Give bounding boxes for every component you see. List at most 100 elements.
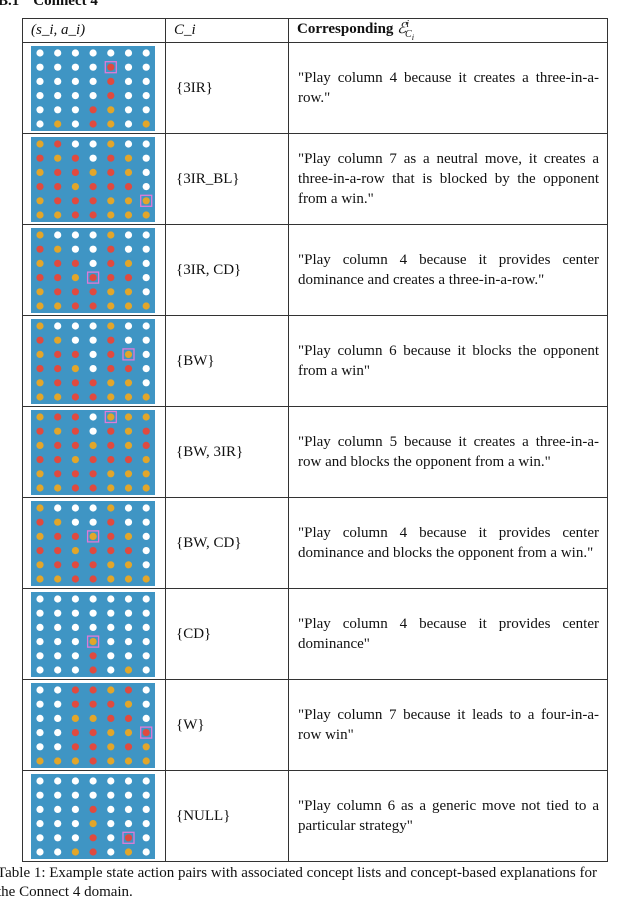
red-piece bbox=[89, 196, 97, 204]
red-piece bbox=[142, 441, 150, 449]
empty-slot bbox=[89, 364, 97, 372]
empty-slot bbox=[142, 685, 150, 694]
yellow-piece bbox=[107, 210, 115, 219]
empty-slot bbox=[54, 833, 62, 841]
concepts-cell: {3IR, CD} bbox=[165, 224, 289, 316]
red-piece bbox=[71, 196, 79, 204]
yellow-piece bbox=[107, 230, 115, 239]
explanation-cell: "Play column 4 because it provides cente… bbox=[288, 497, 608, 589]
empty-slot bbox=[71, 245, 79, 253]
yellow-piece bbox=[107, 685, 115, 694]
explanation-cell: "Play column 5 because it creates a thre… bbox=[288, 406, 608, 498]
empty-slot bbox=[142, 651, 150, 659]
table-row: {BW, 3IR} "Play column 5 because it creat… bbox=[22, 406, 608, 498]
yellow-piece bbox=[107, 139, 115, 148]
red-piece bbox=[107, 518, 115, 526]
empty-slot bbox=[124, 518, 133, 526]
empty-slot bbox=[54, 623, 62, 631]
board-cell bbox=[22, 497, 166, 589]
red-piece bbox=[107, 273, 115, 281]
empty-slot bbox=[36, 637, 44, 645]
empty-slot bbox=[124, 819, 133, 827]
empty-slot bbox=[107, 833, 115, 841]
empty-slot bbox=[71, 805, 79, 813]
yellow-piece bbox=[124, 287, 133, 295]
empty-slot bbox=[124, 230, 133, 239]
red-piece bbox=[142, 427, 150, 435]
empty-slot bbox=[142, 91, 150, 99]
empty-slot bbox=[142, 378, 150, 386]
empty-slot bbox=[36, 651, 44, 659]
empty-slot bbox=[89, 230, 97, 239]
concepts-cell: {W} bbox=[165, 679, 289, 771]
red-piece bbox=[89, 665, 97, 674]
empty-slot bbox=[71, 139, 79, 148]
empty-slot bbox=[89, 336, 97, 344]
red-piece bbox=[142, 728, 150, 736]
header-concepts-label: C_i bbox=[174, 22, 196, 38]
red-piece bbox=[89, 805, 97, 813]
red-piece bbox=[36, 518, 44, 526]
action-highlight bbox=[86, 270, 100, 284]
connect4-board bbox=[31, 591, 155, 677]
yellow-piece bbox=[107, 728, 115, 736]
empty-slot bbox=[142, 700, 150, 708]
yellow-piece bbox=[107, 503, 115, 512]
empty-slot bbox=[142, 623, 150, 631]
yellow-piece bbox=[124, 154, 133, 162]
empty-slot bbox=[89, 245, 97, 253]
empty-slot bbox=[124, 63, 133, 71]
board-background bbox=[31, 682, 155, 768]
empty-slot bbox=[142, 776, 150, 785]
empty-slot bbox=[71, 518, 79, 526]
yellow-piece bbox=[124, 700, 133, 708]
yellow-piece bbox=[36, 469, 44, 477]
connect4-board bbox=[31, 682, 155, 768]
red-piece bbox=[89, 756, 97, 765]
empty-slot bbox=[142, 336, 150, 344]
red-piece bbox=[89, 833, 97, 841]
header-state-action: (s_i, a_i) bbox=[22, 18, 166, 43]
red-piece bbox=[107, 168, 115, 176]
board-background bbox=[31, 409, 155, 495]
empty-slot bbox=[142, 105, 150, 113]
table-row: {BW, CD} "Play column 4 because it provid… bbox=[22, 497, 608, 589]
empty-slot bbox=[124, 637, 133, 645]
yellow-piece bbox=[107, 742, 115, 750]
red-piece bbox=[89, 378, 97, 386]
yellow-piece bbox=[124, 532, 133, 540]
empty-slot bbox=[142, 350, 150, 358]
yellow-piece bbox=[54, 427, 62, 435]
red-piece bbox=[36, 182, 44, 190]
empty-slot bbox=[54, 77, 62, 85]
concepts-cell: {3IR_BL} bbox=[165, 133, 289, 225]
red-piece bbox=[89, 392, 97, 401]
empty-slot bbox=[71, 665, 79, 674]
yellow-piece bbox=[71, 182, 79, 190]
empty-slot bbox=[107, 609, 115, 617]
empty-slot bbox=[142, 364, 150, 372]
yellow-piece bbox=[36, 350, 44, 358]
empty-slot bbox=[71, 833, 79, 841]
empty-slot bbox=[71, 105, 79, 113]
red-piece bbox=[89, 742, 97, 750]
yellow-piece bbox=[36, 574, 44, 583]
red-piece bbox=[71, 728, 79, 736]
empty-slot bbox=[54, 665, 62, 674]
yellow-piece bbox=[142, 119, 150, 128]
empty-slot bbox=[71, 776, 79, 785]
board-background bbox=[31, 318, 155, 404]
yellow-piece bbox=[89, 441, 97, 449]
yellow-piece bbox=[107, 196, 115, 204]
yellow-piece bbox=[107, 105, 115, 113]
empty-slot bbox=[71, 651, 79, 659]
yellow-piece bbox=[142, 412, 150, 421]
red-piece bbox=[36, 273, 44, 281]
board-background bbox=[31, 45, 155, 131]
empty-slot bbox=[36, 665, 44, 674]
section-title: Connect 4 bbox=[33, 0, 98, 9]
yellow-piece bbox=[36, 196, 44, 204]
red-piece bbox=[124, 714, 133, 722]
empty-slot bbox=[71, 91, 79, 99]
red-piece bbox=[54, 168, 62, 176]
